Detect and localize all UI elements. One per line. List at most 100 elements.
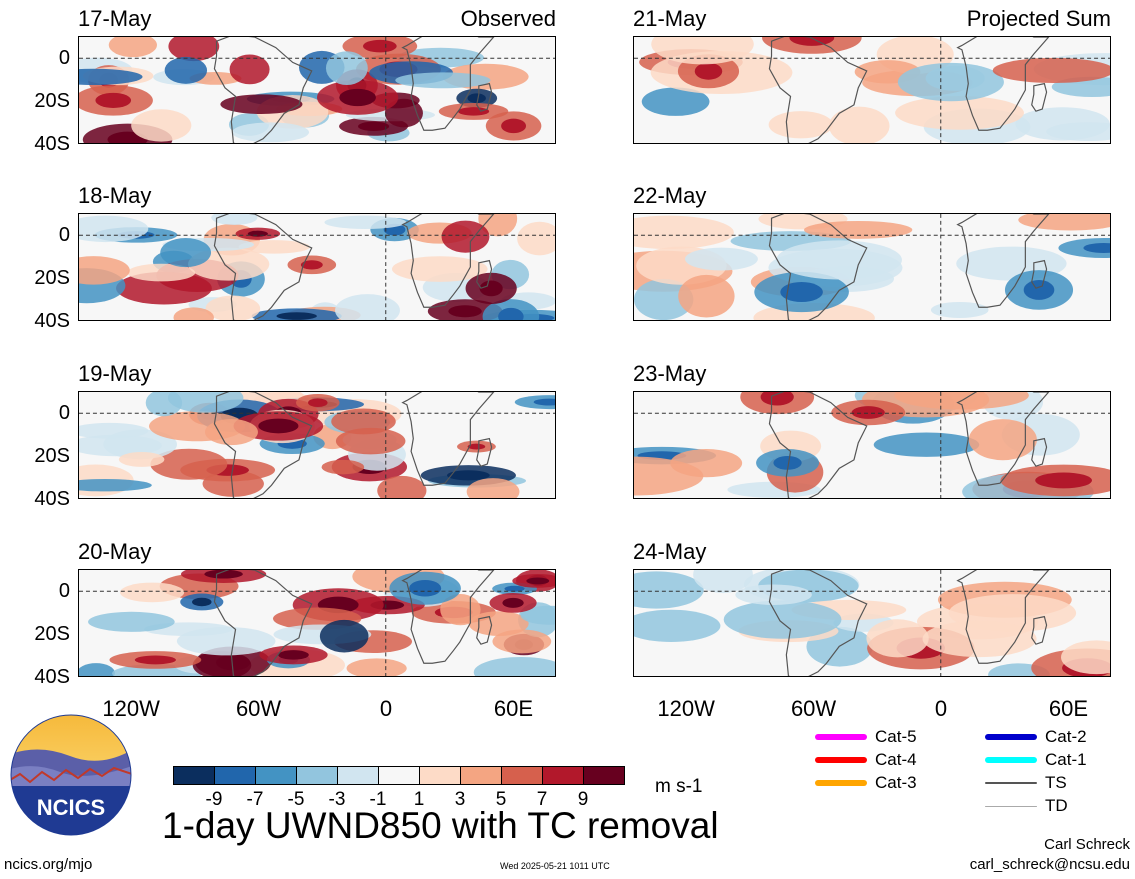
madagascar-outline — [1031, 259, 1048, 289]
anomaly-contour — [160, 238, 212, 268]
anomaly-core — [446, 470, 490, 481]
anomaly-core — [448, 305, 482, 318]
africa-outline — [956, 214, 1050, 308]
footer-timestamp: Wed 2025-05-21 1011 UTC — [500, 861, 610, 871]
x-tick-label: 60W — [235, 696, 282, 721]
colorbar-bin — [173, 766, 215, 785]
legend-label: TD — [1045, 796, 1068, 815]
anomaly-core — [134, 655, 176, 665]
y-tick-label: 0 — [58, 223, 70, 246]
anomaly-contour — [79, 256, 130, 285]
anomaly-contour — [520, 605, 555, 625]
anomaly-core — [204, 570, 243, 579]
south-america-outline — [768, 37, 868, 143]
anomaly-core — [409, 580, 442, 597]
anomaly-contour — [88, 611, 175, 632]
wind-anomaly-field — [634, 570, 1110, 676]
map-panel-20-May — [78, 569, 556, 677]
colorbar-label: -9 — [205, 789, 223, 810]
anomaly-contour — [866, 619, 929, 658]
south-america-outline — [768, 392, 868, 498]
y-tick-label: 0 — [58, 579, 70, 602]
madagascar-outline — [476, 259, 493, 289]
colorbar-bin — [214, 766, 256, 785]
africa-outline — [401, 570, 495, 664]
colorbar-bin — [255, 766, 297, 785]
south-america-outline — [213, 37, 313, 143]
x-tick-label: 120W — [102, 696, 160, 721]
map-panel-24-May — [633, 569, 1111, 677]
legend-label: Cat-2 — [1045, 727, 1087, 746]
anomaly-contour — [204, 418, 258, 446]
anomaly-core — [694, 62, 723, 80]
anomaly-contour — [324, 215, 407, 230]
map-panel-17-May — [78, 36, 556, 144]
anomaly-core — [276, 312, 317, 320]
madagascar-outline — [1031, 615, 1048, 645]
anomaly-contour — [678, 274, 735, 318]
anomaly-core — [501, 118, 527, 134]
anomaly-core — [479, 280, 503, 297]
x-tick-label: 120W — [657, 696, 715, 721]
anomaly-core — [247, 230, 268, 237]
madagascar-outline — [1031, 82, 1048, 112]
anomaly-contour — [377, 475, 427, 498]
anomaly-core — [339, 88, 376, 107]
anomaly-core — [95, 92, 132, 108]
figure-title: 1-day UWND850 with TC removal — [162, 805, 719, 846]
anomaly-contour — [670, 449, 743, 478]
africa-outline — [956, 37, 1050, 131]
anomaly-core — [1035, 472, 1092, 489]
anomaly-contour — [517, 221, 555, 256]
legend-label: Cat-5 — [875, 727, 917, 746]
anomaly-core — [457, 107, 490, 116]
colorbar-label: -3 — [328, 789, 346, 810]
wind-anomaly-field — [634, 214, 1110, 320]
colorbar-label: -5 — [287, 789, 305, 810]
legend-label: Cat-3 — [875, 773, 917, 792]
legend-swatch — [815, 734, 867, 740]
anomaly-contour — [79, 479, 152, 492]
anomaly-core — [308, 398, 328, 408]
y-tick-label: 0 — [58, 401, 70, 424]
anomaly-contour — [335, 294, 400, 320]
logo-text: NCICS — [37, 795, 105, 820]
anomaly-contour — [693, 570, 753, 594]
panel-date-label: 23-May — [633, 361, 707, 386]
anomaly-contour — [131, 109, 192, 142]
colorbar-bin — [419, 766, 461, 785]
wind-anomaly-field — [634, 392, 1110, 498]
anomaly-core — [504, 585, 525, 592]
anomaly-core — [363, 39, 397, 53]
legend-label: Cat-1 — [1045, 750, 1087, 769]
x-tick-label: 0 — [934, 696, 948, 721]
anomaly-core — [1023, 280, 1055, 300]
anomaly-core — [358, 121, 390, 132]
anomaly-contour — [922, 620, 1037, 658]
madagascar-outline — [476, 82, 493, 112]
anomaly-contour — [331, 408, 396, 435]
anomaly-core — [526, 577, 550, 585]
wind-anomaly-field — [79, 392, 555, 498]
panel-type-label: Observed — [460, 6, 556, 31]
madagascar-outline — [476, 615, 493, 645]
x-tick-label: 0 — [379, 696, 393, 721]
x-tick-label: 60W — [790, 696, 837, 721]
anomaly-core — [780, 282, 823, 303]
anomaly-contour — [108, 37, 157, 58]
anomaly-core — [533, 398, 555, 406]
anomaly-core — [760, 392, 794, 406]
panel-date-label: 18-May — [78, 183, 152, 208]
ncics-logo: NCICS — [10, 714, 132, 836]
madagascar-outline — [1031, 437, 1048, 467]
anomaly-contour — [968, 419, 1037, 461]
anomaly-contour — [634, 215, 734, 250]
anomaly-contour — [395, 72, 491, 89]
anomaly-contour — [79, 434, 162, 457]
colorbar-bin — [337, 766, 379, 785]
colorbar-label: 9 — [577, 789, 589, 810]
colorbar-label: -7 — [246, 789, 264, 810]
south-america-outline — [213, 570, 313, 676]
anomaly-contour — [79, 68, 143, 85]
anomaly-contour — [127, 263, 196, 282]
